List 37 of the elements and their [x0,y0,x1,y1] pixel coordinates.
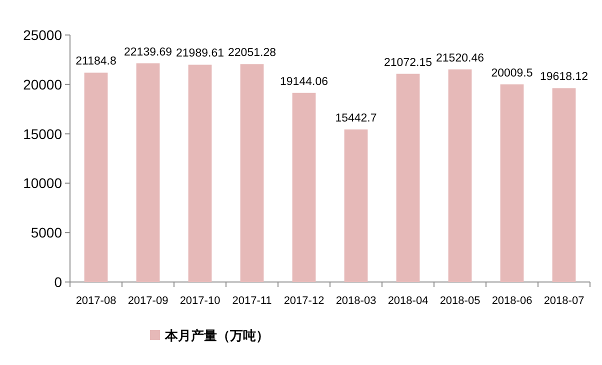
y-tick-label: 25000 [23,27,62,43]
y-tick-label: 10000 [23,175,62,192]
data-label: 15442.7 [335,112,377,124]
bar [344,129,368,282]
x-tick-label: 2017-12 [284,295,324,307]
y-tick-label: 15000 [23,126,62,142]
data-label: 19618.12 [540,71,588,84]
data-label: 21520.46 [436,52,484,64]
x-tick-label: 2017-09 [128,295,168,307]
data-label: 20009.5 [491,67,533,80]
bar [292,92,316,282]
bar [188,64,212,282]
data-label: 21989.61 [176,48,224,60]
bar [136,63,160,282]
y-tick-label: 20000 [23,76,62,92]
data-label: 22139.69 [124,46,172,58]
x-tick-label: 2018-03 [336,295,376,307]
bar [240,64,264,282]
legend-label: 本月产量（万吨） [164,328,269,343]
x-tick-label: 2018-06 [492,295,532,307]
x-tick-label: 2017-08 [76,295,116,307]
bar [448,69,472,282]
bar [396,74,420,282]
bar [84,72,108,282]
data-label: 22051.28 [228,47,276,60]
data-label: 21184.8 [76,56,116,68]
x-tick-label: 2018-05 [440,295,480,307]
x-tick-label: 2017-11 [232,295,272,307]
y-tick-label: 0 [54,274,62,290]
y-tick-label: 5000 [30,224,62,241]
bar [500,84,524,282]
bar [552,88,576,282]
x-tick-label: 2018-07 [544,295,584,307]
data-label: 19144.06 [280,76,328,88]
data-label: 21072.15 [384,56,432,69]
x-tick-label: 2018-04 [388,295,428,307]
x-tick-label: 2017-10 [180,295,220,307]
